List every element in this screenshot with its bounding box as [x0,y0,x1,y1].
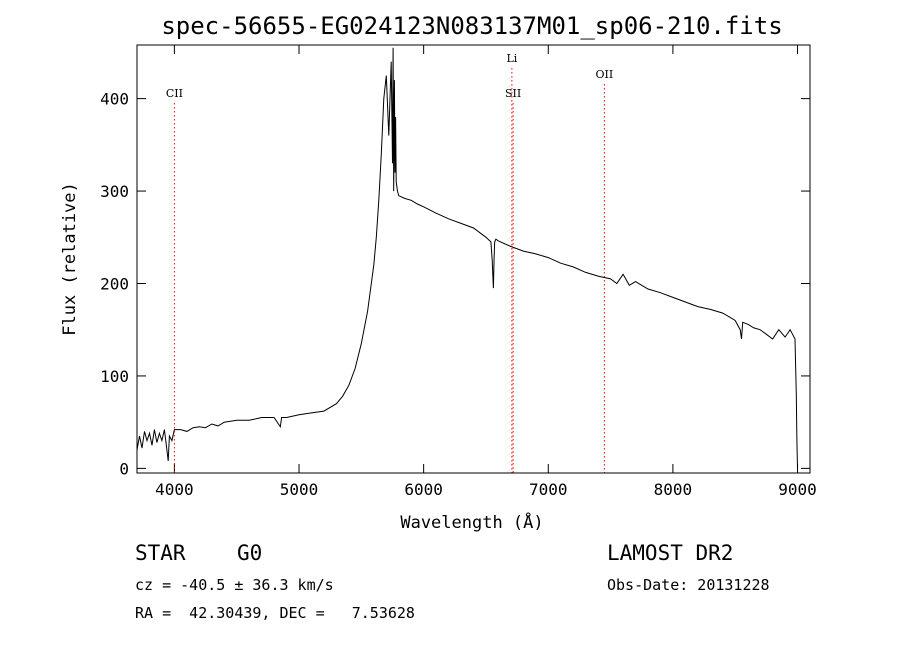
y-tick-label: 0 [119,459,129,478]
x-tick-label: 5000 [280,480,319,499]
line-label-cii: CII [166,87,183,100]
y-tick-label: 200 [100,274,129,293]
y-tick-label: 300 [100,182,129,201]
x-tick-label: 8000 [654,480,693,499]
x-axis-label: Wavelength (Å) [400,511,543,533]
coordinates-text: RA = 42.30439, DEC = 7.53628 [135,604,415,622]
y-tick-label: 100 [100,367,129,386]
class-label: STAR [135,541,186,565]
x-tick-label: 4000 [155,480,194,499]
subclass-label: G0 [237,541,263,565]
x-tick-label: 9000 [778,480,817,499]
spectrum-chart: spec-56655-EG024123N083137M01_sp06-210.f… [60,12,817,533]
obs-date-text: Obs-Date: 20131228 [607,576,770,594]
plot-frame [136,44,811,474]
y-axis-label: Flux (relative) [60,182,80,336]
line-label-li: Li [506,52,517,65]
spectrum-line [136,47,798,469]
x-tick-label: 6000 [404,480,443,499]
velocity-text: cz = -40.5 ± 36.3 km/s [135,576,334,594]
line-label-sii: SII [505,87,521,100]
line-label-oii: OII [596,68,614,81]
chart-title: spec-56655-EG024123N083137M01_sp06-210.f… [161,12,782,40]
x-tick-label: 7000 [529,480,568,499]
y-tick-label: 400 [100,90,129,109]
survey-label: LAMOST DR2 [607,541,734,565]
